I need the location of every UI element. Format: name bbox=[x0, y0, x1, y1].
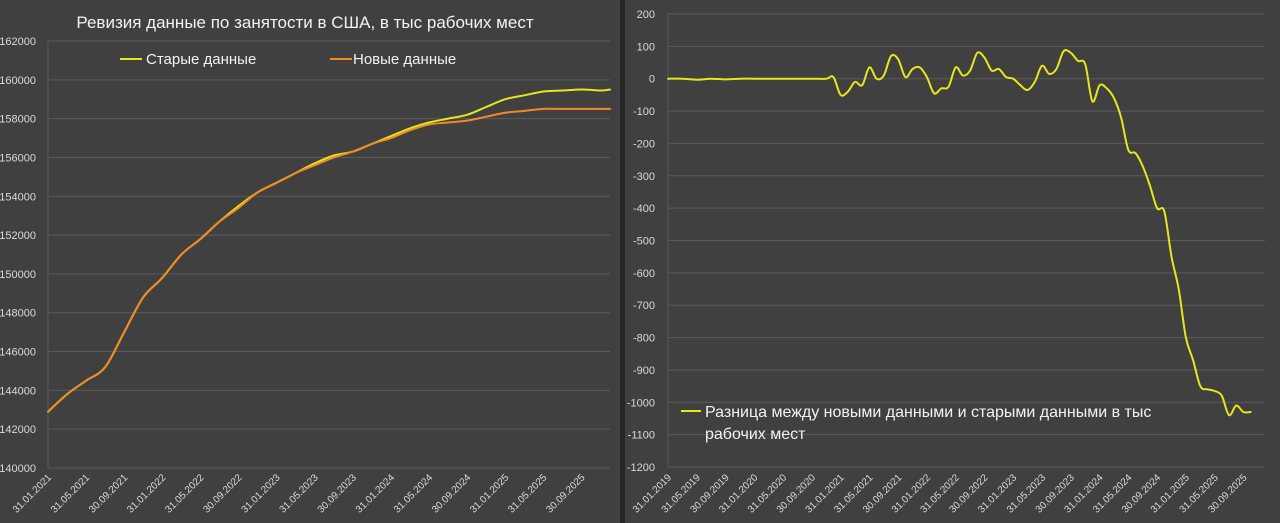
x-tick-label: 31.05.2022 bbox=[163, 472, 206, 515]
left-x-axis-ticks: 31.01.202131.05.202130.09.202131.01.2022… bbox=[11, 472, 588, 515]
x-tick-label: 30.09.2024 bbox=[430, 472, 473, 515]
y-tick-label: 100 bbox=[637, 41, 655, 53]
y-tick-label: 146000 bbox=[0, 347, 36, 359]
y-tick-label: -100 bbox=[633, 106, 655, 118]
legend-diff-label: Разница между новыми данными и старыми д… bbox=[705, 404, 1156, 443]
legend-diff: Разница между новыми данными и старыми д… bbox=[681, 404, 1156, 443]
legend-diff-label-line2: рабочих мест bbox=[705, 426, 806, 443]
x-tick-label: 31.05.2023 bbox=[278, 472, 321, 515]
y-tick-label: 144000 bbox=[0, 385, 36, 397]
right-grid bbox=[667, 13, 1265, 468]
series-line-0 bbox=[667, 49, 1252, 417]
panel-divider bbox=[620, 0, 625, 523]
y-tick-label: -900 bbox=[633, 365, 655, 377]
x-tick-label: 31.05.2021 bbox=[49, 472, 92, 515]
y-tick-label: -600 bbox=[633, 268, 655, 280]
x-tick-label: 31.01.2024 bbox=[354, 472, 397, 515]
series-line-0 bbox=[47, 88, 611, 413]
y-tick-label: 0 bbox=[649, 74, 655, 86]
y-tick-label: 148000 bbox=[0, 308, 36, 320]
y-tick-label: -800 bbox=[633, 333, 655, 345]
y-tick-label: -1100 bbox=[628, 430, 655, 442]
x-tick-label: 31.01.2021 bbox=[11, 472, 54, 515]
x-tick-label: 30.09.2025 bbox=[544, 472, 587, 515]
series-line-1 bbox=[47, 107, 611, 413]
x-tick-label: 30.09.2021 bbox=[87, 472, 130, 515]
x-tick-label: 30.09.2023 bbox=[316, 472, 359, 515]
y-tick-label: -700 bbox=[633, 300, 655, 312]
employment-revision-chart: Ревизия данные по занятости в США, в тыс… bbox=[0, 13, 611, 516]
y-tick-label: -200 bbox=[633, 138, 655, 150]
x-tick-label: 31.01.2025 bbox=[468, 472, 511, 515]
legend-new-label: Новые данные bbox=[353, 51, 456, 68]
right-series-lines bbox=[667, 49, 1252, 417]
right-chart-panel: 200 100 0 -100 -200 -300 -400 -500 -600 -700 -800 -… bbox=[625, 0, 1280, 523]
y-tick-label: -1000 bbox=[627, 397, 655, 409]
x-tick-label: 31.05.2025 bbox=[506, 472, 549, 515]
y-tick-label: -500 bbox=[633, 236, 655, 248]
left-series-lines bbox=[47, 88, 611, 413]
y-tick-label: 160000 bbox=[0, 75, 36, 87]
y-tick-label: -400 bbox=[633, 203, 655, 215]
y-tick-label: 142000 bbox=[0, 424, 36, 436]
y-tick-label: -1200 bbox=[627, 462, 655, 474]
left-grid bbox=[47, 40, 610, 469]
left-chart-panel: Ревизия данные по занятости в США, в тыс… bbox=[0, 0, 620, 523]
x-tick-label: 31.01.2022 bbox=[125, 472, 168, 515]
legend-old-label: Старые данные bbox=[146, 51, 256, 68]
legend-diff-label-line1: Разница между новыми данными и старыми д… bbox=[705, 404, 1151, 421]
y-tick-label: 152000 bbox=[0, 230, 36, 242]
right-y-axis-ticks: 200 100 0 -100 -200 -300 -400 -500 -600 -700 -800 -… bbox=[627, 9, 655, 474]
y-tick-label: -300 bbox=[633, 171, 655, 183]
y-tick-label: 162000 bbox=[0, 36, 36, 48]
y-tick-label: 140000 bbox=[0, 463, 36, 475]
right-x-axis-ticks: 31.01.201931.05.201930.09.201931.01.2020… bbox=[631, 472, 1250, 515]
y-tick-label: 154000 bbox=[0, 191, 36, 203]
x-tick-label: 31.05.2024 bbox=[392, 472, 435, 515]
y-tick-label: 200 bbox=[637, 9, 655, 21]
chart-title: Ревизия данные по занятости в США, в тыс… bbox=[76, 13, 533, 32]
x-tick-label: 31.01.2023 bbox=[240, 472, 283, 515]
y-tick-label: 156000 bbox=[0, 152, 36, 164]
legend-new: Новые данные bbox=[330, 51, 456, 68]
left-y-axis-ticks: 140000 142000 144000 146000 148000 150000 1520… bbox=[0, 36, 36, 475]
difference-chart: 200 100 0 -100 -200 -300 -400 -500 -600 -700 -800 -… bbox=[627, 9, 1265, 516]
legend-old: Старые данные bbox=[120, 51, 256, 68]
x-tick-label: 30.09.2022 bbox=[201, 472, 244, 515]
y-tick-label: 150000 bbox=[0, 269, 36, 281]
y-tick-label: 158000 bbox=[0, 114, 36, 126]
